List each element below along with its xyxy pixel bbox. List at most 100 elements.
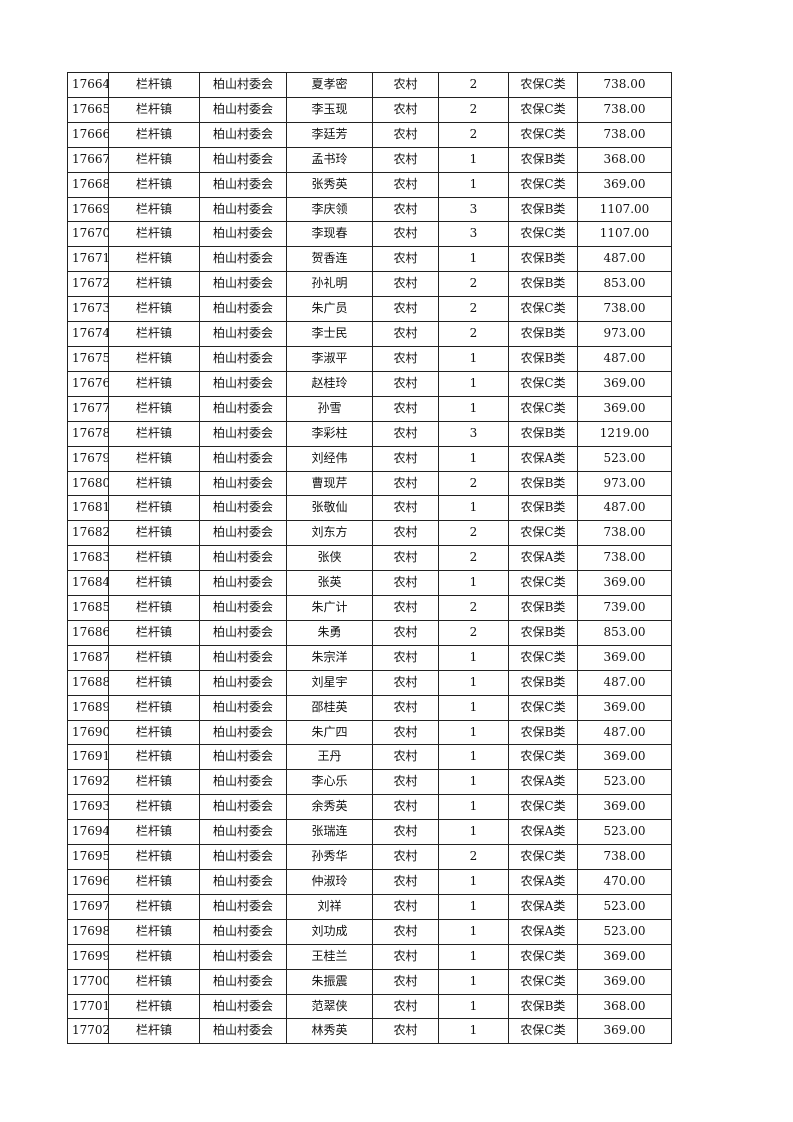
amount-cell: 470.00 [577, 869, 672, 895]
insurance-class-cell: 农保C类 [508, 72, 578, 98]
household-count-cell: 1 [438, 719, 509, 746]
insurance-class-cell: 农保B类 [508, 993, 578, 1020]
amount-cell: 738.00 [577, 121, 672, 148]
household-count-cell: 1 [438, 644, 509, 671]
insurance-class-cell: 农保B类 [508, 595, 578, 621]
town-cell: 栏杆镇 [108, 968, 200, 995]
table-row: 17666 栏杆镇 柏山村委会 李廷芳 农村 2 农保C类 738.00 [67, 121, 672, 148]
town-cell: 栏杆镇 [108, 420, 200, 447]
household-count-cell: 3 [438, 420, 509, 447]
town-cell: 栏杆镇 [108, 644, 200, 671]
person-name-cell: 朱勇 [286, 619, 373, 646]
area-type-cell: 农村 [372, 595, 439, 621]
record-id-cell: 17675 [67, 345, 109, 372]
village-committee-cell: 柏山村委会 [199, 744, 287, 771]
household-count-cell: 2 [438, 121, 509, 148]
amount-cell: 853.00 [577, 619, 672, 646]
village-committee-cell: 柏山村委会 [199, 545, 287, 572]
town-cell: 栏杆镇 [108, 370, 200, 397]
insurance-class-cell: 农保B类 [508, 345, 578, 372]
record-id-cell: 17685 [67, 595, 109, 621]
village-committee-cell: 柏山村委会 [199, 395, 287, 422]
insurance-class-cell: 农保B类 [508, 196, 578, 223]
table-row: 17670 栏杆镇 柏山村委会 李现春 农村 3 农保C类 1107.00 [67, 221, 672, 248]
village-committee-cell: 柏山村委会 [199, 644, 287, 671]
table-row: 17694 栏杆镇 柏山村委会 张瑞连 农村 1 农保A类 523.00 [67, 819, 672, 846]
village-committee-cell: 柏山村委会 [199, 296, 287, 323]
town-cell: 栏杆镇 [108, 146, 200, 173]
household-count-cell: 1 [438, 171, 509, 198]
record-id-cell: 17702 [67, 1018, 109, 1045]
table-row: 17691 栏杆镇 柏山村委会 王丹 农村 1 农保C类 369.00 [67, 744, 672, 771]
village-committee-cell: 柏山村委会 [199, 669, 287, 696]
record-id-cell: 17697 [67, 893, 109, 920]
person-name-cell: 李廷芳 [286, 121, 373, 148]
town-cell: 栏杆镇 [108, 993, 200, 1020]
village-committee-cell: 柏山村委会 [199, 420, 287, 447]
insurance-class-cell: 农保C类 [508, 744, 578, 771]
record-id-cell: 17682 [67, 520, 109, 547]
town-cell: 栏杆镇 [108, 246, 200, 273]
person-name-cell: 李心乐 [286, 769, 373, 796]
area-type-cell: 农村 [372, 96, 439, 123]
amount-cell: 487.00 [577, 345, 672, 372]
table-row: 17689 栏杆镇 柏山村委会 邵桂英 农村 1 农保C类 369.00 [67, 694, 672, 721]
record-id-cell: 17694 [67, 819, 109, 846]
town-cell: 栏杆镇 [108, 271, 200, 298]
town-cell: 栏杆镇 [108, 619, 200, 646]
record-id-cell: 17681 [67, 495, 109, 522]
insurance-class-cell: 农保B类 [508, 470, 578, 497]
household-count-cell: 1 [438, 918, 509, 945]
person-name-cell: 王桂兰 [286, 943, 373, 970]
insurance-class-cell: 农保C类 [508, 121, 578, 148]
village-committee-cell: 柏山村委会 [199, 694, 287, 721]
table-row: 17687 栏杆镇 柏山村委会 朱宗洋 农村 1 农保C类 369.00 [67, 644, 672, 671]
town-cell: 栏杆镇 [108, 669, 200, 696]
household-count-cell: 1 [438, 495, 509, 522]
town-cell: 栏杆镇 [108, 719, 200, 746]
area-type-cell: 农村 [372, 844, 439, 870]
area-type-cell: 农村 [372, 321, 439, 347]
table-row: 17685 栏杆镇 柏山村委会 朱广计 农村 2 农保B类 739.00 [67, 595, 672, 621]
household-count-cell: 1 [438, 819, 509, 846]
person-name-cell: 朱广员 [286, 296, 373, 323]
town-cell: 栏杆镇 [108, 844, 200, 870]
household-count-cell: 2 [438, 520, 509, 547]
area-type-cell: 农村 [372, 619, 439, 646]
household-count-cell: 1 [438, 395, 509, 422]
insurance-class-cell: 农保B类 [508, 271, 578, 298]
area-type-cell: 农村 [372, 545, 439, 572]
record-id-cell: 17677 [67, 395, 109, 422]
household-count-cell: 1 [438, 869, 509, 895]
insurance-class-cell: 农保A类 [508, 918, 578, 945]
area-type-cell: 农村 [372, 271, 439, 298]
insurance-class-cell: 农保C类 [508, 296, 578, 323]
town-cell: 栏杆镇 [108, 545, 200, 572]
table-row: 17669 栏杆镇 柏山村委会 李庆领 农村 3 农保B类 1107.00 [67, 196, 672, 223]
area-type-cell: 农村 [372, 370, 439, 397]
household-count-cell: 1 [438, 694, 509, 721]
insurance-class-cell: 农保B类 [508, 669, 578, 696]
area-type-cell: 农村 [372, 296, 439, 323]
area-type-cell: 农村 [372, 395, 439, 422]
person-name-cell: 刘经伟 [286, 445, 373, 472]
area-type-cell: 农村 [372, 669, 439, 696]
amount-cell: 1219.00 [577, 420, 672, 447]
area-type-cell: 农村 [372, 520, 439, 547]
area-type-cell: 农村 [372, 918, 439, 945]
household-count-cell: 3 [438, 196, 509, 223]
table-row: 17697 栏杆镇 柏山村委会 刘祥 农村 1 农保A类 523.00 [67, 893, 672, 920]
amount-cell: 1107.00 [577, 196, 672, 223]
person-name-cell: 李彩柱 [286, 420, 373, 447]
amount-cell: 369.00 [577, 794, 672, 821]
area-type-cell: 农村 [372, 993, 439, 1020]
amount-cell: 369.00 [577, 968, 672, 995]
table-row: 17673 栏杆镇 柏山村委会 朱广员 农村 2 农保C类 738.00 [67, 296, 672, 323]
village-committee-cell: 柏山村委会 [199, 345, 287, 372]
town-cell: 栏杆镇 [108, 296, 200, 323]
amount-cell: 738.00 [577, 520, 672, 547]
insurance-class-cell: 农保B类 [508, 719, 578, 746]
household-count-cell: 2 [438, 470, 509, 497]
person-name-cell: 张秀英 [286, 171, 373, 198]
person-name-cell: 张敬仙 [286, 495, 373, 522]
